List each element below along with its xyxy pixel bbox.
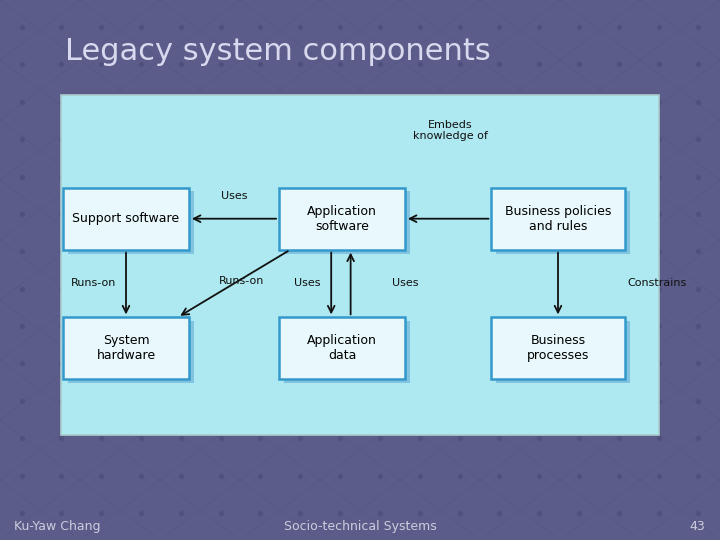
Text: Runs-on: Runs-on: [218, 276, 264, 287]
FancyBboxPatch shape: [284, 192, 410, 254]
FancyBboxPatch shape: [279, 317, 405, 379]
Text: Ku-Yaw Chang: Ku-Yaw Chang: [14, 520, 101, 533]
FancyBboxPatch shape: [68, 192, 194, 254]
Text: Uses: Uses: [392, 279, 419, 288]
FancyBboxPatch shape: [491, 188, 624, 249]
Text: 43: 43: [690, 520, 706, 533]
Bar: [61, 94, 659, 435]
FancyBboxPatch shape: [68, 321, 194, 383]
Text: Application
software: Application software: [307, 205, 377, 233]
Text: Uses: Uses: [294, 279, 320, 288]
Text: Uses: Uses: [221, 191, 247, 201]
FancyBboxPatch shape: [279, 188, 405, 249]
FancyBboxPatch shape: [284, 321, 410, 383]
FancyBboxPatch shape: [497, 192, 629, 254]
Text: Business
processes: Business processes: [527, 334, 589, 362]
Text: Application
data: Application data: [307, 334, 377, 362]
Text: Runs-on: Runs-on: [71, 279, 116, 288]
Text: Legacy system components: Legacy system components: [65, 37, 490, 66]
Text: System
hardware: System hardware: [96, 334, 156, 362]
FancyBboxPatch shape: [63, 188, 189, 249]
FancyBboxPatch shape: [491, 317, 624, 379]
Text: Support software: Support software: [73, 212, 179, 225]
Text: Socio-technical Systems: Socio-technical Systems: [284, 520, 436, 533]
FancyBboxPatch shape: [63, 317, 189, 379]
Text: Business policies
and rules: Business policies and rules: [505, 205, 611, 233]
FancyBboxPatch shape: [497, 321, 629, 383]
Text: Embeds
knowledge of: Embeds knowledge of: [413, 120, 487, 141]
Text: Constrains: Constrains: [628, 279, 687, 288]
